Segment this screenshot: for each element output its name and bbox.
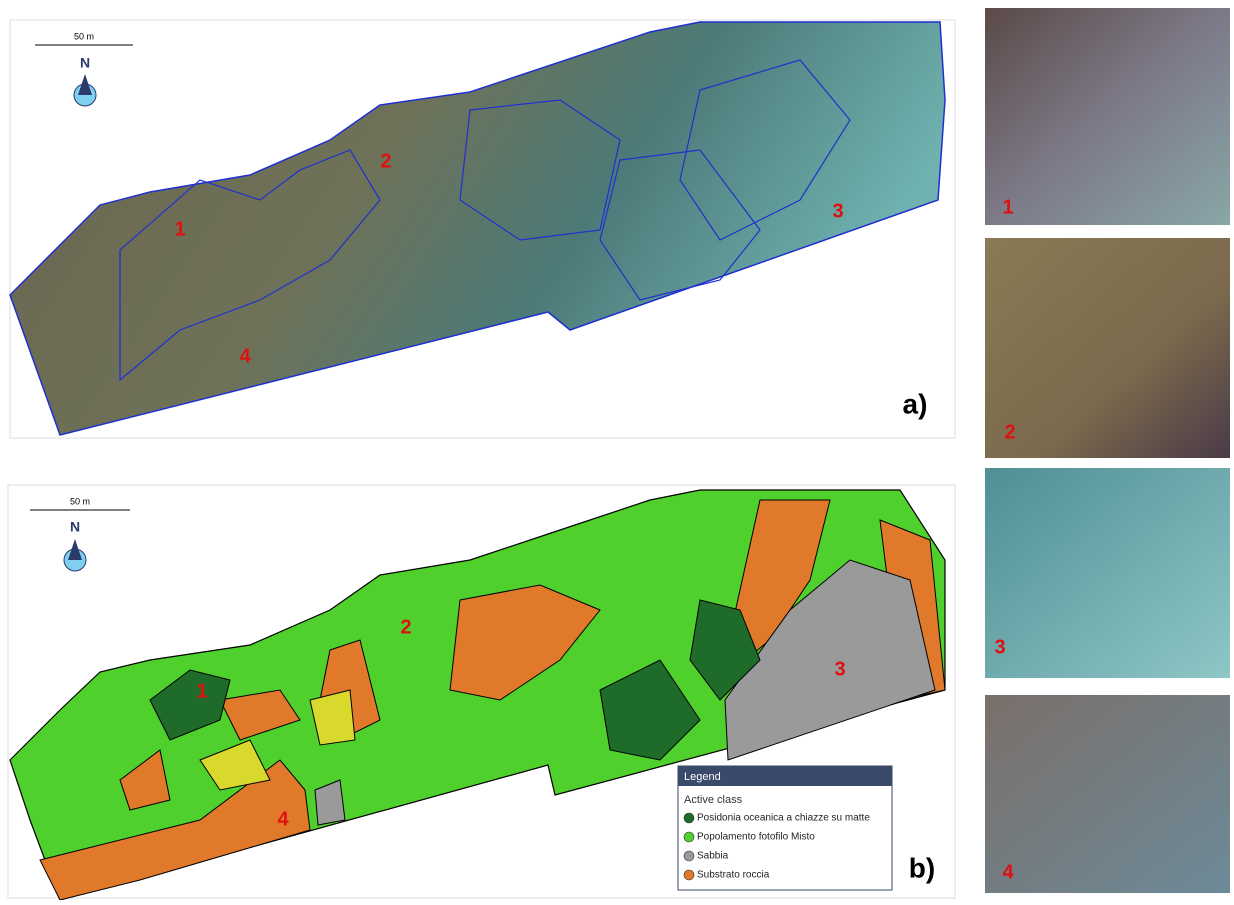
legend-label: Sabbia <box>697 851 729 862</box>
legend-label: Substrato roccia <box>697 870 770 881</box>
legend: Legend Active class Posidonia oceanica a… <box>678 766 892 890</box>
thumbnail <box>985 695 1230 893</box>
legend-label: Posidonia oceanica a chiazze su matte <box>697 813 870 824</box>
legend-title: Legend <box>684 771 721 783</box>
legend-swatch <box>684 813 694 823</box>
legend-subtitle: Active class <box>684 794 743 806</box>
area-label: 2 <box>380 150 391 172</box>
panel-tag: b) <box>909 852 935 883</box>
thumbnail-label: 1 <box>1002 196 1013 218</box>
thumbnail-label: 4 <box>1002 861 1014 883</box>
scale-label: 50 m <box>70 496 90 506</box>
area-label: 1 <box>196 680 207 702</box>
north-label: N <box>80 55 90 71</box>
thumbnail <box>985 468 1230 678</box>
area-label: 4 <box>277 808 289 830</box>
legend-swatch <box>684 832 694 842</box>
panel-tag: a) <box>903 388 928 419</box>
area-label: 3 <box>832 200 843 222</box>
area-label: 4 <box>239 345 251 367</box>
area-label: 3 <box>834 658 845 680</box>
north-label: N <box>70 519 80 535</box>
thumbnail <box>985 8 1230 225</box>
scale-label: 50 m <box>74 31 94 41</box>
thumbnail <box>985 238 1230 458</box>
area-label: 2 <box>400 616 411 638</box>
legend-swatch <box>684 851 694 861</box>
legend-label: Popolamento fotofilo Misto <box>697 832 815 843</box>
thumbnail-label: 3 <box>994 636 1005 658</box>
area-label: 1 <box>174 218 185 240</box>
thumbnail-label: 2 <box>1004 421 1015 443</box>
legend-swatch <box>684 870 694 880</box>
figure: 50 m N 1 2 3 4 a) 50 m N 1 2 3 4 b) Lege… <box>0 0 1234 900</box>
